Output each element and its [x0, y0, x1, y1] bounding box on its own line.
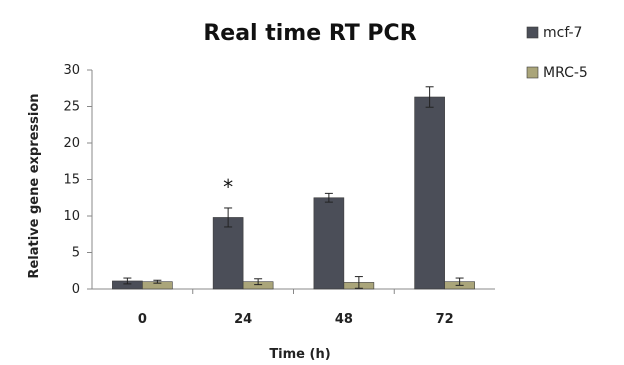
error-bar-mrc-5-72: [455, 277, 464, 286]
bar-mcf-7-72: [414, 96, 445, 290]
y-axis-label: Relative gene expression: [27, 93, 42, 278]
bar-mcf-7-24: [212, 217, 244, 290]
legend-label-mcf-7: mcf-7: [543, 25, 582, 41]
chart-title: Real time RT PCR: [203, 21, 416, 46]
x-tick-label: 24: [234, 312, 252, 327]
y-tick-label: 10: [63, 209, 80, 224]
y-tick-label: 30: [63, 63, 80, 78]
error-bar-mrc-5-0: [153, 279, 162, 284]
y-tick-label: 5: [72, 246, 80, 261]
error-bar-mcf-7-48: [324, 192, 333, 203]
legend-label-mrc-5: MRC-5: [543, 65, 588, 81]
error-bar-mcf-7-72: [425, 86, 434, 108]
x-tick-label: 48: [335, 312, 353, 327]
error-bar-mcf-7-24: [224, 207, 233, 228]
error-bar-mrc-5-48: [354, 276, 363, 289]
y-tick-label: 20: [63, 136, 80, 151]
error-bar-mrc-5-24: [254, 278, 263, 286]
y-tick-label: 0: [72, 282, 80, 297]
error-bar-mcf-7-0: [123, 277, 132, 285]
significance-annotation: *: [223, 175, 233, 199]
legend-swatch-mrc-5: [526, 66, 539, 79]
x-tick-label: 0: [138, 312, 147, 327]
bar-mcf-7-48: [313, 197, 345, 290]
x-axis-label: Time (h): [269, 347, 330, 362]
y-tick-label: 25: [63, 100, 80, 115]
x-tick-label: 72: [436, 312, 454, 327]
y-tick-label: 15: [63, 173, 80, 188]
legend-swatch-mcf-7: [526, 26, 539, 39]
